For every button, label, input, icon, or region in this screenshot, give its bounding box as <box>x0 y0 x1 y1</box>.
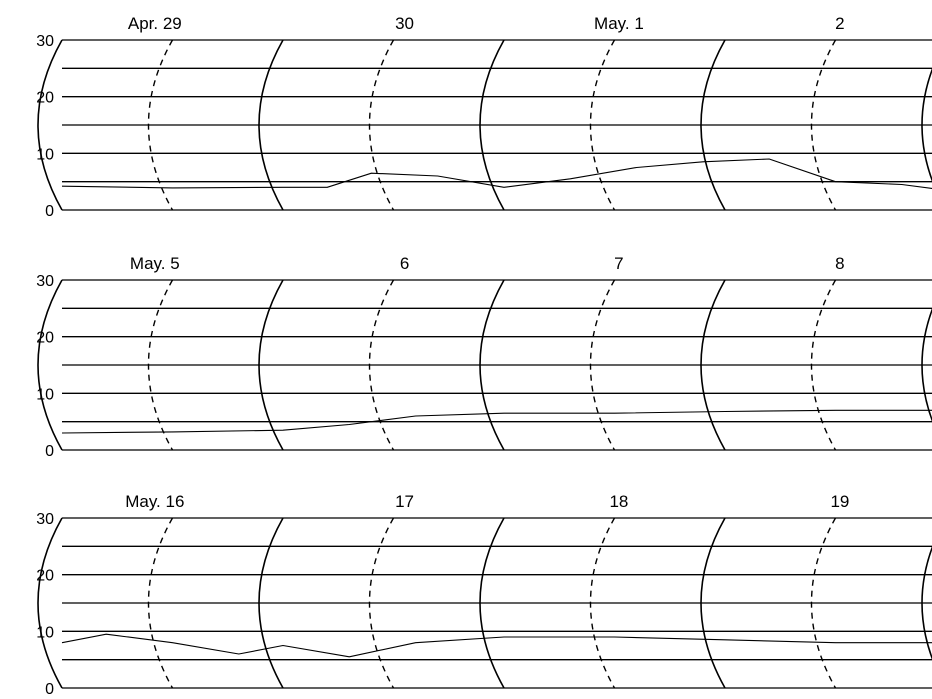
day-label: 17 <box>395 492 414 511</box>
day-label: 19 <box>830 492 849 511</box>
noon-arc <box>810 279 837 451</box>
day-boundary-arc <box>258 517 284 689</box>
panel-1: 0 10 20 30 Apr. 29 30 May. 1 2 <box>36 14 932 220</box>
day-boundary-arc <box>921 68 932 182</box>
y-tick-label: 10 <box>36 146 54 163</box>
day-label: Apr. 29 <box>128 14 182 33</box>
y-tick-label: 0 <box>45 443 54 460</box>
series-line <box>61 633 932 658</box>
series-line <box>61 158 932 189</box>
day-boundary-arc <box>37 279 63 451</box>
panel-2: 0 10 20 30 May. 5 6 7 8 <box>36 254 932 460</box>
y-tick-label: 20 <box>36 90 54 107</box>
noon-arc <box>589 517 616 689</box>
day-boundary-arc <box>37 39 63 211</box>
day-label: 30 <box>395 14 414 33</box>
day-label: May. 5 <box>130 254 180 273</box>
day-boundary-arc <box>479 279 505 451</box>
noon-arc <box>589 39 616 211</box>
y-tick-label: 30 <box>36 511 54 528</box>
day-label: May. 1 <box>594 14 644 33</box>
day-label: 8 <box>835 254 844 273</box>
noon-arc <box>147 517 174 689</box>
noon-arc <box>147 39 174 211</box>
day-boundary-arc <box>479 517 505 689</box>
day-boundary-arc <box>700 39 726 211</box>
day-boundary-arc <box>921 308 932 422</box>
y-tick-label: 0 <box>45 203 54 220</box>
day-boundary-arc <box>479 39 505 211</box>
y-tick-label: 0 <box>45 681 54 698</box>
day-label: 6 <box>400 254 409 273</box>
day-label: 7 <box>614 254 623 273</box>
day-boundary-arc <box>700 517 726 689</box>
day-boundary-arc <box>258 39 284 211</box>
day-label: May. 16 <box>125 492 184 511</box>
y-tick-label: 20 <box>36 330 54 347</box>
y-tick-label: 20 <box>36 568 54 585</box>
series-line <box>61 409 932 434</box>
day-boundary-arc <box>700 279 726 451</box>
y-tick-label: 10 <box>36 386 54 403</box>
noon-arc <box>368 279 395 451</box>
day-boundary-arc <box>37 517 63 689</box>
day-boundary-arc <box>258 279 284 451</box>
panel-3: 0 10 20 30 May. 16 17 18 19 <box>36 492 932 698</box>
day-label: 18 <box>609 492 628 511</box>
y-tick-label: 30 <box>36 33 54 50</box>
noon-arc <box>368 39 395 211</box>
noon-arc <box>589 279 616 451</box>
y-tick-label: 10 <box>36 624 54 641</box>
day-label: 2 <box>835 14 844 33</box>
y-tick-label: 30 <box>36 273 54 290</box>
noon-arc <box>368 517 395 689</box>
day-boundary-arc <box>921 546 932 660</box>
noon-arc <box>810 39 837 211</box>
noon-arc <box>147 279 174 451</box>
noon-arc <box>810 517 837 689</box>
